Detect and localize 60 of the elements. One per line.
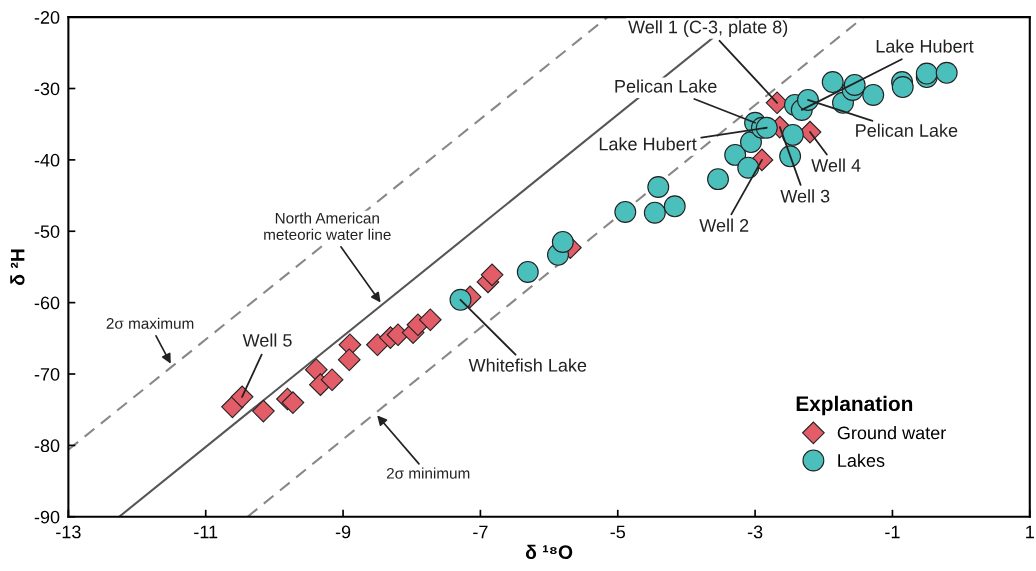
y-axis-title: δ ²H <box>10 249 25 285</box>
x-tick-label: -5 <box>610 525 626 539</box>
point <box>551 230 574 253</box>
annotation: Well 4 <box>811 158 861 172</box>
annotation: Lake Hubert <box>876 39 974 53</box>
point <box>891 76 914 99</box>
point <box>418 308 442 332</box>
y-tick-label: -40 <box>34 153 60 167</box>
y-tick-label: -60 <box>34 296 60 310</box>
point <box>281 391 305 414</box>
y-tick-label: -90 <box>34 510 60 524</box>
annotation: Well 1 (C-3, plate 8) <box>628 20 788 37</box>
point <box>647 176 670 198</box>
point <box>230 385 254 409</box>
x-tick-label: -1 <box>885 525 900 539</box>
point <box>516 260 539 283</box>
point <box>304 358 328 382</box>
legend-label: Ground water <box>837 426 946 440</box>
x-tick-label: -9 <box>335 525 351 539</box>
legend-title: Explanation <box>796 395 913 416</box>
point <box>366 333 389 357</box>
annotation: Well 5 <box>242 333 292 347</box>
point <box>643 201 666 224</box>
point <box>663 195 686 218</box>
point <box>862 83 885 106</box>
annotation: Well 2 <box>699 218 749 232</box>
point <box>737 156 760 179</box>
point <box>320 368 344 392</box>
point <box>252 399 275 423</box>
annotation: Pelican Lake <box>856 123 958 137</box>
x-tick-label: -7 <box>473 525 488 539</box>
point <box>724 143 747 166</box>
y-tick-label: -30 <box>34 82 60 96</box>
point <box>707 168 729 191</box>
y-tick-label: -20 <box>34 11 60 24</box>
y-tick-label: -70 <box>34 367 60 381</box>
point <box>755 116 778 139</box>
point <box>935 61 958 84</box>
y-tick-label: -50 <box>34 225 60 238</box>
y-tick-label: -80 <box>34 439 60 453</box>
annotation: Pelican Lake <box>615 79 717 93</box>
point <box>480 263 504 287</box>
annotation: Well 3 <box>780 189 830 203</box>
point <box>614 201 637 223</box>
point <box>740 131 762 154</box>
point <box>821 71 844 94</box>
point <box>781 123 804 146</box>
annotation: 2σ minimum <box>386 467 470 479</box>
annotation: Whitefish Lake <box>468 358 587 372</box>
x-tick-label: 1 <box>1026 525 1034 539</box>
x-tick-label: -11 <box>194 525 218 539</box>
x-tick-label: -13 <box>56 525 81 539</box>
x-tick-label: -3 <box>747 525 763 539</box>
x-axis-title: δ ¹⁸O <box>525 544 573 559</box>
annotation: Lake Hubert <box>599 137 697 151</box>
point <box>449 288 472 311</box>
point <box>337 348 361 372</box>
annotation: North American meteoric water line <box>264 212 391 241</box>
legend-label: Lakes <box>838 453 885 467</box>
annotation: 2σ maximum <box>106 317 194 329</box>
